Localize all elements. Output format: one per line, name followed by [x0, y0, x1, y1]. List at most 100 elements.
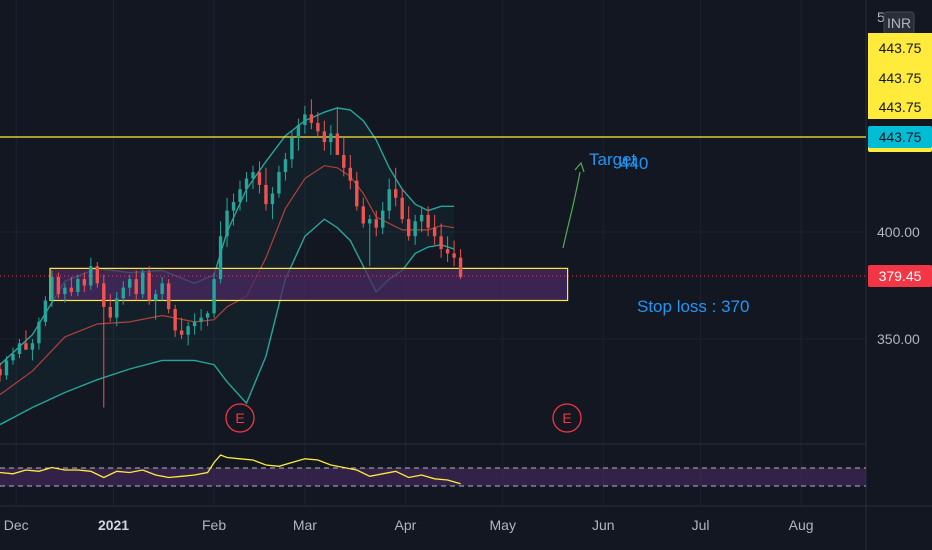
stop-loss-label[interactable]: Stop loss : 370	[637, 297, 749, 316]
target-arrow-head	[574, 161, 585, 173]
bollinger-fill	[0, 107, 455, 425]
candle	[173, 304, 177, 337]
candle	[17, 339, 22, 359]
earnings-marker[interactable]: E	[225, 403, 255, 433]
candle	[413, 214, 417, 245]
candle-body	[264, 184, 268, 205]
candle	[290, 131, 294, 168]
candle-body	[218, 236, 223, 280]
candle	[238, 180, 242, 211]
candle	[439, 223, 443, 258]
price-tag-bg	[868, 67, 932, 89]
candle-body	[205, 313, 210, 318]
time-tick-label[interactable]: Apr	[395, 517, 417, 533]
earnings-label[interactable]: E	[562, 410, 571, 426]
candle	[361, 197, 365, 228]
candle-body	[231, 202, 236, 211]
candle-body	[257, 172, 262, 185]
candle	[406, 206, 411, 241]
oscillator-pane	[0, 454, 866, 487]
candle-body	[322, 131, 327, 143]
time-tick-label[interactable]: Dec	[4, 517, 29, 533]
target-value[interactable]: 440	[620, 154, 648, 173]
earnings-marker[interactable]: E	[552, 403, 582, 433]
candle-body	[225, 210, 229, 237]
earnings-circle	[225, 403, 255, 433]
time-tick-label[interactable]: 2021	[98, 517, 129, 533]
time-tick-label[interactable]: Mar	[293, 517, 317, 533]
candle-body	[348, 167, 352, 181]
candle	[348, 154, 352, 190]
candle	[153, 289, 158, 320]
candle	[95, 261, 100, 288]
candle	[186, 321, 190, 346]
time-tick-label[interactable]: Aug	[789, 517, 814, 533]
candle-body	[432, 227, 437, 237]
candle-body	[342, 154, 346, 168]
candle-body	[30, 343, 35, 350]
candle	[141, 268, 145, 299]
candle	[355, 172, 359, 211]
candle-body	[303, 114, 307, 125]
price-axis[interactable]: 350.00 400.00 5 INR	[877, 9, 920, 347]
time-tick-label[interactable]: May	[490, 517, 516, 533]
candle	[335, 107, 340, 155]
candlesticks	[0, 99, 463, 408]
candle-body	[173, 309, 177, 331]
candle-body	[452, 253, 456, 258]
earnings-label[interactable]: E	[235, 410, 244, 426]
price-tag-bg	[868, 264, 932, 287]
time-tick-label[interactable]: Jul	[692, 517, 710, 533]
candle-body	[335, 133, 340, 155]
candle	[251, 165, 255, 190]
time-tick-label[interactable]: Feb	[202, 517, 226, 533]
candle	[419, 206, 424, 232]
currency-badge[interactable]: INR	[883, 11, 915, 35]
earnings-circle	[552, 403, 582, 433]
candle	[134, 270, 138, 301]
candle-body	[316, 122, 320, 132]
candle	[89, 257, 93, 290]
candle-body	[179, 330, 184, 335]
candle	[381, 202, 385, 235]
support-zone-rect[interactable]	[49, 267, 569, 302]
candle	[374, 210, 378, 237]
price-tag-label: 443.75	[879, 129, 922, 145]
candle	[309, 99, 314, 130]
candle-body	[355, 180, 359, 207]
support-zone[interactable]	[49, 267, 569, 302]
price-tag: 443.75	[868, 126, 932, 148]
bollinger-lower-band	[0, 218, 455, 426]
candle	[63, 283, 67, 303]
time-axis[interactable]: Dec 2021 Feb Mar Apr May Jun Jul Aug	[4, 517, 814, 533]
candle	[264, 167, 268, 211]
candle	[50, 270, 54, 307]
candle-body	[56, 276, 61, 295]
target-label[interactable]: Target	[589, 150, 637, 169]
candle-body	[63, 287, 67, 295]
candle	[115, 291, 119, 327]
price-tag: 443.75	[868, 37, 932, 59]
candle	[277, 165, 281, 198]
target-arrow[interactable]	[562, 171, 581, 249]
currency-label[interactable]: INR	[887, 15, 911, 31]
candle	[218, 221, 223, 284]
candle-body	[439, 236, 443, 250]
price-tag-bg	[868, 126, 932, 148]
candle-body	[153, 294, 158, 301]
candle	[166, 279, 171, 314]
candle	[432, 214, 437, 245]
candle-body	[69, 287, 74, 292]
candle-body	[251, 172, 255, 179]
candle-body	[192, 321, 197, 327]
price-tag-label: 443.75	[879, 99, 922, 115]
candle	[4, 356, 9, 380]
candle-body	[24, 343, 28, 350]
candle	[192, 313, 197, 335]
time-tick-label[interactable]: Jun	[592, 517, 615, 533]
